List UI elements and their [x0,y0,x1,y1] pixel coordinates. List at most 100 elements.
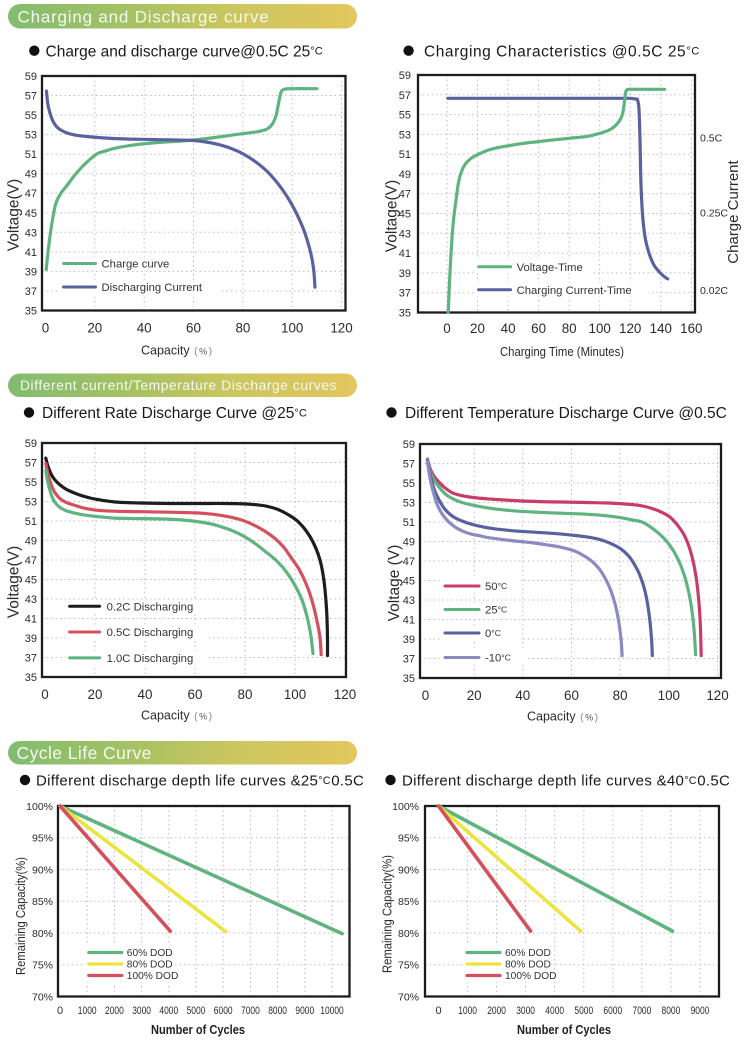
svg-text:100%: 100% [392,801,419,813]
svg-text:0: 0 [435,1005,441,1017]
svg-text:Cycle Life Curve: Cycle Life Curve [17,743,152,763]
svg-text:Voltage(V): Voltage(V) [6,179,23,251]
svg-text:60: 60 [564,688,579,703]
svg-text:45: 45 [399,209,411,221]
svg-text:100: 100 [284,687,306,702]
svg-text:140: 140 [650,321,672,336]
svg-text:6000: 6000 [214,1005,233,1017]
svg-text:60% DOD: 60% DOD [127,948,173,959]
svg-text:39: 39 [25,633,37,645]
svg-text:43: 43 [25,594,37,606]
svg-text:41: 41 [25,247,37,259]
svg-text:49: 49 [25,169,37,181]
svg-text:43: 43 [399,228,411,240]
svg-text:55: 55 [25,477,37,489]
svg-text:4000: 4000 [545,1005,564,1017]
svg-text:Charging Current-Time: Charging Current-Time [517,285,632,297]
svg-text:8000: 8000 [662,1005,681,1017]
svg-text:Different current/Temperature: Different current/Temperature Discharge … [20,378,337,393]
svg-text:59: 59 [403,439,415,451]
svg-text:35: 35 [403,673,415,685]
svg-text:59: 59 [25,71,37,83]
svg-text:100%: 100% [26,801,53,813]
svg-text:39: 39 [403,634,415,646]
svg-text:100: 100 [589,321,611,336]
svg-text:Voltage(V): Voltage(V) [6,546,23,618]
svg-text:Voltage (V): Voltage (V) [386,545,403,622]
svg-text:Capacity(%): Capacity(%) [141,344,212,358]
svg-text:7000: 7000 [241,1005,260,1017]
svg-text:0.25C: 0.25C [700,207,728,219]
svg-text:4000: 4000 [159,1005,178,1017]
svg-text:90%: 90% [32,864,53,876]
svg-text:120: 120 [330,321,352,336]
svg-text:40: 40 [515,688,530,703]
svg-text:39: 39 [399,268,411,280]
svg-text:50°C: 50°C [485,581,507,593]
svg-text:43: 43 [403,595,415,607]
svg-text:6000: 6000 [603,1005,622,1017]
svg-text:Remaining Capacity(%): Remaining Capacity(%) [13,857,28,975]
svg-text:0: 0 [422,688,429,703]
svg-text:Charge and discharge curve@0.5: Charge and discharge curve@0.5C 25°C [46,43,323,60]
svg-text:45: 45 [25,208,37,220]
svg-text:80% DOD: 80% DOD [505,960,551,971]
svg-text:8000: 8000 [268,1005,287,1017]
svg-text:0.02C: 0.02C [700,285,728,297]
svg-text:41: 41 [403,615,415,627]
svg-text:45: 45 [25,575,37,587]
svg-text:7000: 7000 [633,1005,652,1017]
svg-text:120: 120 [706,688,728,703]
svg-text:Voltage-Time: Voltage-Time [517,262,583,274]
svg-text:47: 47 [25,555,37,567]
svg-text:100% DOD: 100% DOD [127,971,179,982]
svg-text:80%: 80% [398,928,419,940]
svg-text:39: 39 [25,266,37,278]
svg-text:60% DOD: 60% DOD [505,948,551,959]
svg-text:47: 47 [25,188,37,200]
svg-text:0°C: 0°C [485,628,501,640]
svg-text:47: 47 [399,189,411,201]
svg-text:60: 60 [186,321,201,336]
svg-text:35: 35 [25,306,37,318]
svg-text:-10°C: -10°C [485,652,511,664]
svg-text:0.2C Discharging: 0.2C Discharging [107,601,194,613]
svg-text:Different Rate Discharge Curve: Different Rate Discharge Curve @25°C [42,405,307,422]
svg-text:25°C: 25°C [485,604,507,616]
svg-text:70%: 70% [398,991,419,1003]
svg-text:37: 37 [25,653,37,665]
svg-text:40: 40 [138,687,153,702]
svg-text:20: 20 [467,688,482,703]
svg-text:85%: 85% [398,896,419,908]
svg-text:55: 55 [399,110,411,122]
svg-text:160: 160 [680,321,702,336]
svg-text:35: 35 [399,308,411,320]
svg-text:80% DOD: 80% DOD [127,960,173,971]
svg-text:Charge Current: Charge Current [725,159,742,263]
svg-text:37: 37 [25,286,37,298]
svg-text:51: 51 [25,149,37,161]
svg-text:2000: 2000 [105,1005,124,1017]
svg-text:Capacity(%): Capacity(%) [141,709,212,723]
svg-text:80%: 80% [32,928,53,940]
svg-text:70%: 70% [32,991,53,1003]
svg-text:57: 57 [399,90,411,102]
svg-text:1.0C Discharging: 1.0C Discharging [107,653,194,665]
svg-text:60: 60 [531,321,546,336]
svg-text:45: 45 [403,576,415,588]
svg-text:80: 80 [613,688,628,703]
svg-text:1000: 1000 [78,1005,97,1017]
svg-text:100: 100 [658,688,680,703]
svg-text:Discharging Current: Discharging Current [102,282,203,294]
svg-text:20: 20 [470,321,485,336]
svg-text:Capacity(%): Capacity(%) [527,710,598,724]
svg-text:49: 49 [399,169,411,181]
svg-text:80: 80 [562,321,577,336]
svg-text:0: 0 [41,687,48,702]
svg-text:60: 60 [188,687,203,702]
svg-text:51: 51 [25,516,37,528]
svg-text:120: 120 [619,321,641,336]
svg-text:Different discharge depth life: Different discharge depth life curves &2… [36,772,364,789]
svg-text:Voltage(V): Voltage(V) [384,180,401,252]
svg-text:1000: 1000 [458,1005,477,1017]
